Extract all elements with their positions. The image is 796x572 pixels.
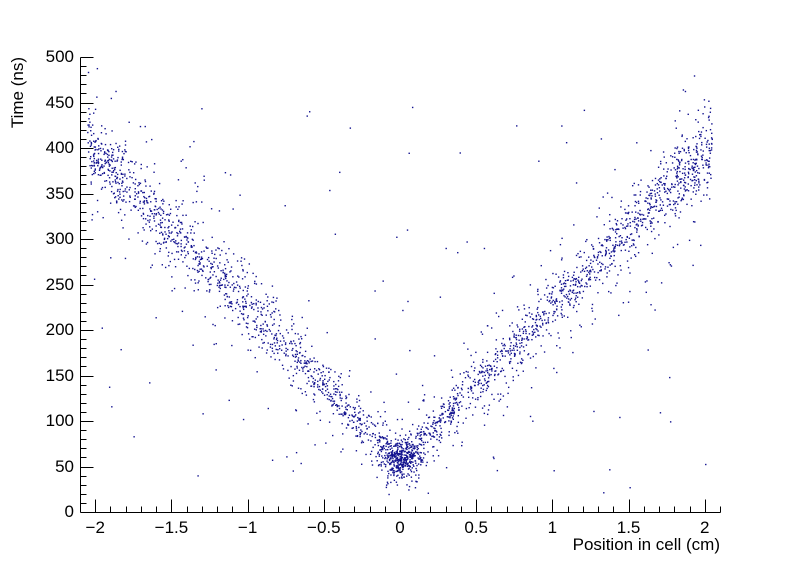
scatter-plot-canvas <box>0 0 796 572</box>
scatter-figure: Time (ns) Position in cell (cm) 0 50 100 15… <box>0 0 796 572</box>
